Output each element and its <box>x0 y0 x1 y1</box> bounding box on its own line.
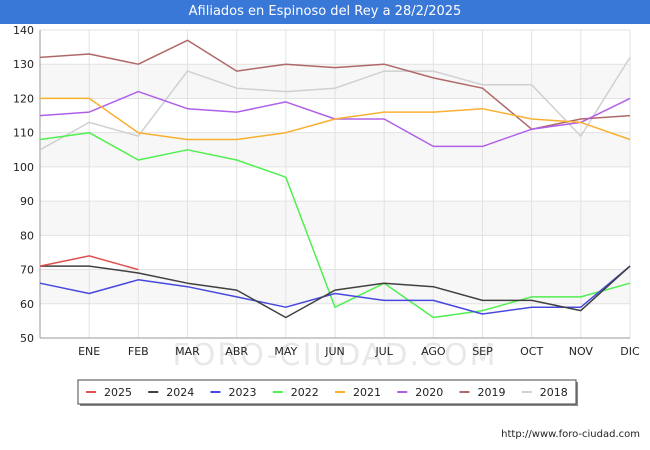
x-tick-label: JUN <box>324 345 345 358</box>
y-tick-label: 70 <box>20 264 34 277</box>
x-tick-label: ABR <box>225 345 248 358</box>
legend-box <box>77 379 577 405</box>
legend-label-2025: 2025 <box>104 386 132 399</box>
y-tick-label: 60 <box>20 298 34 311</box>
x-tick-label: FEB <box>128 345 149 358</box>
y-tick-label: 80 <box>20 229 34 242</box>
legend: 2025 2024 2023 2022 2021 2020 2019 2018 <box>77 379 578 406</box>
x-tick-label: OCT <box>520 345 543 358</box>
x-tick-label: ENE <box>78 345 100 358</box>
series-line-2021 <box>40 97 631 141</box>
legend-label-2019: 2019 <box>478 386 506 399</box>
x-axis: ENE FEB MAR ABR MAY JUN JUL AGO SEP OCT NOV DIC <box>40 337 640 358</box>
x-tick-label: JUL <box>374 345 393 358</box>
series-line-2023 <box>39 265 631 315</box>
legend-label-2023: 2023 <box>229 386 257 399</box>
legend-label-2021: 2021 <box>353 386 381 399</box>
y-tick-label: 120 <box>13 92 34 105</box>
y-axis: 50 60 70 80 90 100 110 120 130 140 <box>13 24 41 345</box>
x-tick-label: SEP <box>472 345 493 358</box>
series-line-2022 <box>39 131 631 319</box>
x-tick-label: DIC <box>620 345 640 358</box>
y-tick-label: 130 <box>13 58 34 71</box>
y-tick-label: 50 <box>20 332 34 345</box>
series-line-2018 <box>39 57 631 151</box>
y-tick-label: 140 <box>13 24 34 37</box>
series-line-2024 <box>40 265 631 319</box>
legend-label-2024: 2024 <box>166 386 194 399</box>
y-tick-label: 90 <box>20 195 34 208</box>
series-lines <box>39 39 631 319</box>
legend-label-2020: 2020 <box>415 386 443 399</box>
y-tick-label: 100 <box>13 161 34 174</box>
x-tick-label: AGO <box>421 345 446 358</box>
source-link[interactable]: http://www.foro-ciudad.com <box>501 429 640 440</box>
y-tick-label: 110 <box>13 127 34 140</box>
legend-label-2018: 2018 <box>540 386 568 399</box>
series-line-2025 <box>39 255 139 271</box>
watermark: FORO-CIUDAD.COM <box>173 338 498 373</box>
x-tick-label: MAR <box>175 345 200 358</box>
x-tick-label: MAY <box>274 345 297 358</box>
legend-label-2022: 2022 <box>291 386 319 399</box>
x-tick-label: NOV <box>569 345 594 358</box>
chart-title: Afiliados en Espinoso del Rey a 28/2/202… <box>0 0 650 24</box>
